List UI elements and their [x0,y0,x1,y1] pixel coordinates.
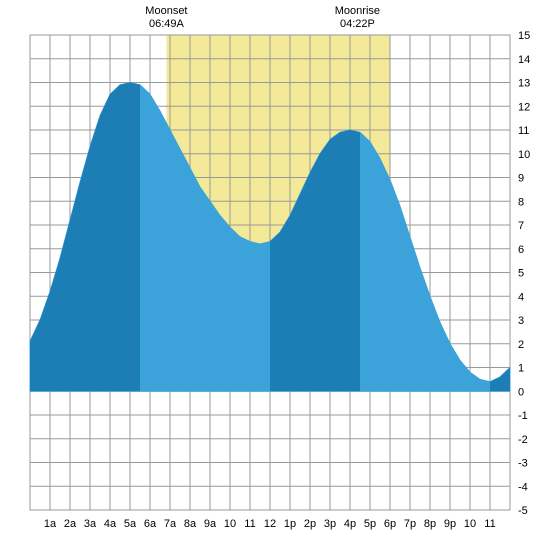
x-tick-label: 6a [144,518,157,530]
x-tick-label: 11 [484,518,495,530]
moonrise-title: Moonrise [335,5,380,17]
x-tick-label: 12 [264,518,276,530]
x-tick-label: 8a [184,518,197,530]
y-tick-label: 4 [518,291,524,303]
x-tick-label: 8p [424,518,436,530]
chart-svg: -5-4-3-2-101234567891011121314151a2a3a4a… [0,0,550,550]
y-tick-label: 7 [518,220,524,232]
y-tick-label: 6 [518,244,524,256]
moonrise-time: 04:22P [340,18,375,30]
x-tick-label: 3a [84,518,97,530]
x-tick-label: 10 [464,518,476,530]
moonset-title: Moonset [145,5,187,17]
x-tick-label: 5a [124,518,137,530]
moonrise-annotation: Moonrise04:22P [335,5,380,30]
y-tick-label: -1 [518,410,528,422]
x-tick-label: 3p [324,518,336,530]
x-tick-label: 11 [244,518,255,530]
y-tick-label: -2 [518,434,528,446]
y-tick-label: 11 [518,125,529,137]
x-tick-label: 2a [64,518,77,530]
x-tick-label: 7p [404,518,416,530]
y-tick-label: 3 [518,315,524,327]
y-tick-label: 5 [518,268,524,280]
x-tick-label: 6p [384,518,396,530]
y-tick-label: 0 [518,386,524,398]
x-tick-label: 5p [364,518,376,530]
y-tick-label: 1 [518,363,524,375]
y-tick-label: 14 [518,54,530,66]
y-tick-label: 2 [518,339,524,351]
y-tick-label: 13 [518,78,530,90]
y-tick-label: -5 [518,505,528,517]
y-tick-label: 15 [518,30,530,42]
x-tick-label: 9a [204,518,217,530]
x-tick-label: 2p [304,518,316,530]
y-tick-label: -3 [518,458,528,470]
x-tick-label: 4p [344,518,356,530]
y-tick-label: 8 [518,196,524,208]
y-tick-label: 9 [518,173,524,185]
x-tick-label: 1a [44,518,57,530]
x-tick-label: 1p [284,518,296,530]
x-tick-label: 4a [104,518,117,530]
y-tick-label: 12 [518,101,530,113]
x-tick-label: 7a [164,518,177,530]
tide-chart: -5-4-3-2-101234567891011121314151a2a3a4a… [0,0,550,550]
x-tick-label: 10 [224,518,236,530]
moonset-time: 06:49A [149,18,185,30]
moonset-annotation: Moonset06:49A [145,5,187,30]
y-tick-label: 10 [518,149,530,161]
y-tick-label: -4 [518,481,528,493]
x-tick-label: 9p [444,518,456,530]
